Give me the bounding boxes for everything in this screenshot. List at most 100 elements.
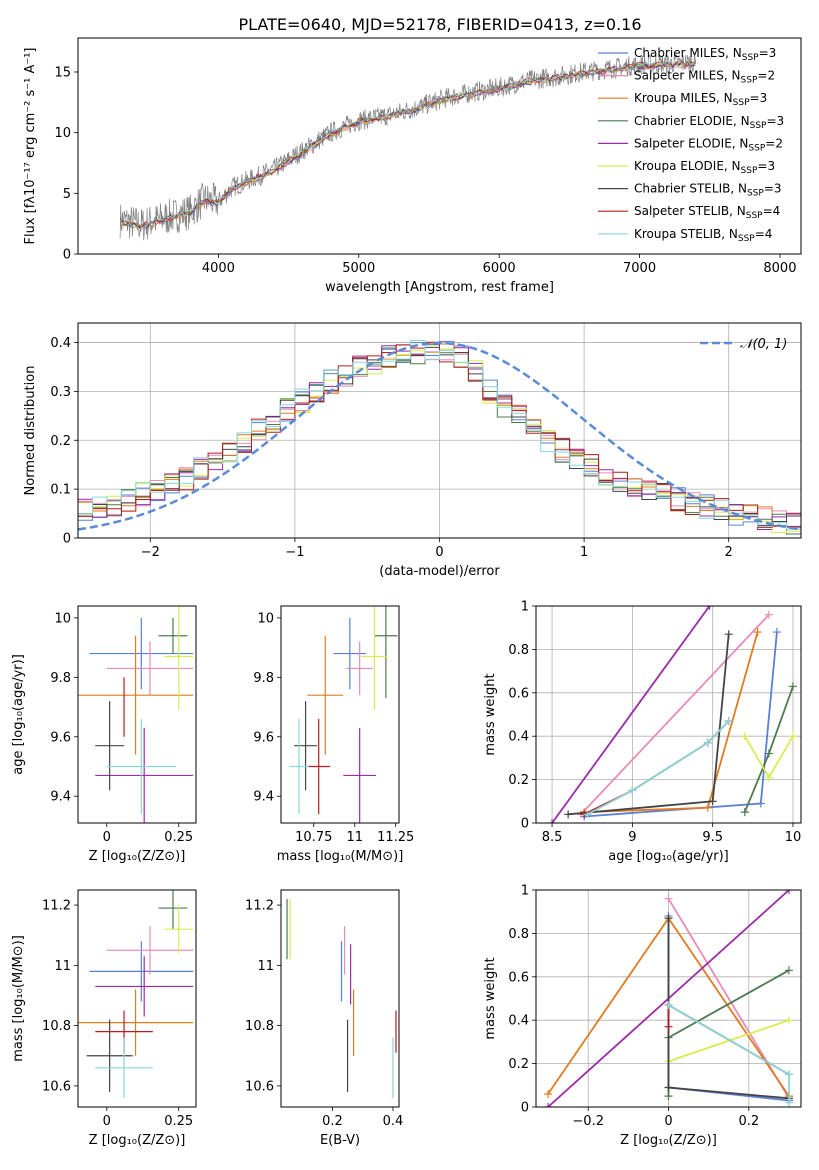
x-tick-label: 6000	[483, 261, 516, 276]
weight-marker	[784, 1070, 793, 1079]
y-tick-label: 0	[63, 248, 71, 263]
axes-frame	[77, 322, 802, 539]
weight-line-salpeter-elodie	[551, 606, 711, 823]
x-tick-label: 0.25	[164, 830, 193, 845]
errorbar-salpeter-miles	[106, 641, 194, 696]
histogram-salpeter-stelib	[78, 341, 801, 528]
residual-legend: 𝒩(0, 1)	[700, 337, 787, 352]
y-tick-label: 0	[63, 532, 71, 547]
y-tick-label: 0.2	[508, 1057, 529, 1072]
x-tick-label: −2	[141, 545, 160, 560]
weight-marker	[756, 799, 765, 808]
weight-marker	[788, 732, 797, 741]
y-tick-label: 11	[54, 959, 71, 974]
y-tick-label: 10.8	[245, 1019, 274, 1034]
weight-marker	[708, 797, 717, 806]
panel-weight-vs-z: −0.2 0 0.2 0 0.2 0.4 0.6 0.8 1 Z [log₁₀(Z/Z⊙)] mas…	[483, 884, 802, 1148]
panel-age-vs-z: 0 0.25 9.4 9.6 9.8 10 Z [log₁₀(Z/Z⊙)] age [log₁…	[11, 605, 197, 864]
weight-marker	[784, 966, 793, 975]
x-tick-label: 0	[103, 1114, 111, 1129]
weight-marker	[703, 803, 712, 812]
y-tick-label: 10	[54, 611, 71, 626]
y-tick-label: 0.4	[508, 1014, 529, 1029]
y-tick-label: 10.6	[42, 1079, 71, 1094]
weight-line-chabrier-elodie	[667, 969, 790, 1097]
y-tick-label: 0	[521, 1101, 529, 1116]
y-tick-label: 0	[521, 817, 529, 832]
axes-frame	[77, 605, 197, 824]
normal-reference-curve	[78, 341, 801, 531]
x-tick-label: 10.75	[295, 830, 332, 845]
y-tick-label: 0.6	[508, 970, 529, 985]
plot-area	[286, 899, 397, 1098]
weight-line-salpeter-miles	[580, 614, 770, 815]
x-axis-label: Z [log₁₀(Z/Z⊙)]	[89, 1133, 186, 1148]
panel-mass-vs-z: 0 0.25 10.6 10.8 11 11.2 Z [log₁₀(Z/Z⊙)] mass […	[11, 889, 197, 1148]
x-tick-label: 11	[346, 830, 363, 845]
x-tick-label: 4000	[202, 261, 235, 276]
y-tick-label: 0.4	[50, 336, 71, 351]
weight-marker	[664, 914, 673, 923]
y-axis-label: age [log₁₀(age/yr)]	[11, 654, 26, 775]
weight-marker	[740, 808, 749, 817]
y-tick-label: 9.6	[50, 730, 71, 745]
errorbar-salpeter-elodie	[95, 956, 194, 1017]
x-tick-label: 7000	[623, 261, 656, 276]
errorbar-kroupa-elodie	[164, 905, 194, 954]
errorbar-kroupa-elodie	[361, 606, 388, 711]
x-axis-label: wavelength [Angstrom, rest frame]	[325, 280, 554, 295]
weight-marker	[664, 1092, 673, 1101]
errorbar-salpeter-elodie	[343, 727, 377, 823]
legend-label: Salpeter MILES, NSSP=2	[634, 69, 775, 86]
weight-marker	[664, 1001, 673, 1010]
errorbar-kroupa-miles	[78, 635, 194, 755]
weight-marker	[664, 1083, 673, 1092]
weight-marker	[724, 717, 733, 726]
y-tick-label: 0.2	[50, 434, 71, 449]
y-tick-label: 0.2	[508, 773, 529, 788]
errorbar-kroupa-miles	[307, 635, 344, 755]
weight-marker	[724, 630, 733, 639]
x-tick-label: 5000	[342, 261, 375, 276]
errorbar-chabrier-stelib	[294, 701, 318, 791]
errorbar-chabrier-elodie	[158, 890, 188, 930]
legend-label: Chabrier MILES, NSSP=3	[634, 46, 776, 63]
x-axis-label: Z [log₁₀(Z/Z⊙)]	[620, 1133, 717, 1148]
weight-marker	[784, 1098, 793, 1107]
y-tick-label: 0.3	[50, 385, 71, 400]
y-tick-label: 9.8	[253, 671, 274, 686]
weight-line-kroupa-stelib	[668, 1004, 790, 1103]
weight-marker	[740, 732, 749, 741]
model-line-salpeter-stelib	[119, 60, 696, 229]
y-tick-label: 9.4	[50, 790, 71, 805]
x-tick-label: 0.2	[738, 1114, 759, 1129]
weight-marker	[788, 682, 797, 691]
y-tick-label: 11.2	[42, 899, 71, 914]
weight-marker	[564, 810, 573, 819]
errorbar-salpeter-miles	[106, 926, 194, 975]
weight-marker	[764, 773, 773, 782]
y-tick-label: 0.1	[50, 483, 71, 498]
data-spectrum-line	[119, 52, 696, 241]
y-tick-label: 1	[521, 884, 529, 899]
axes-frame	[535, 605, 802, 824]
plot-area	[78, 890, 194, 1098]
weight-marker	[544, 1103, 553, 1107]
y-tick-label: 0.4	[508, 730, 529, 745]
x-axis-label: mass [log₁₀(M/M⊙)]	[277, 849, 404, 864]
model-line-salpeter-elodie	[119, 61, 697, 229]
y-tick-label: 9.6	[253, 730, 274, 745]
errorbar-chabrier-stelib	[86, 1019, 133, 1092]
plot-area	[544, 890, 793, 1107]
legend-label: Chabrier ELODIE, NSSP=3	[634, 114, 784, 131]
x-tick-label: 8000	[763, 261, 796, 276]
x-tick-label: 1	[580, 545, 588, 560]
weight-marker	[784, 890, 793, 894]
weight-marker	[664, 894, 673, 903]
legend-label: Chabrier STELIB, NSSP=3	[634, 182, 782, 199]
errorbar-chabrier-miles	[333, 617, 367, 690]
x-tick-label: 0.4	[383, 1114, 404, 1129]
y-tick-label: 0.8	[508, 927, 529, 942]
errorbar-salpeter-elodie	[95, 727, 194, 823]
